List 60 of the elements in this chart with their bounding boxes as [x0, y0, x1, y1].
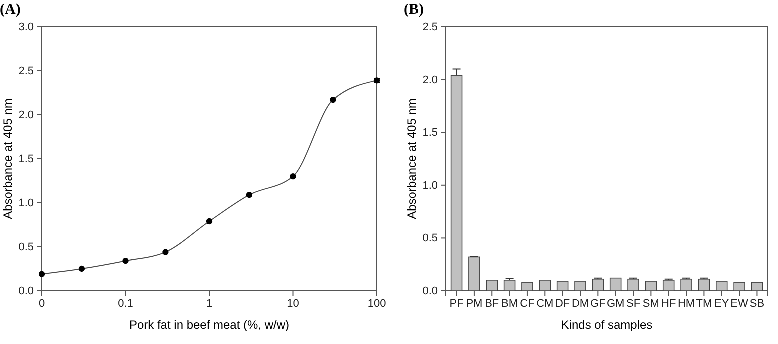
x-tick-label: BF [485, 298, 500, 310]
x-tick-label: PF [450, 298, 464, 310]
bar [734, 282, 746, 292]
y-tick-label: 0.5 [18, 242, 34, 254]
bar [592, 278, 604, 292]
bar [556, 281, 569, 292]
x-tick-label: DF [555, 298, 570, 310]
bar [522, 282, 534, 292]
y-tick-label: 1.5 [422, 127, 438, 140]
y-tick-label: 3.0 [18, 22, 34, 34]
y-tick-label: 2.0 [422, 74, 438, 86]
x-tick-label: SB [750, 298, 765, 310]
x-tick-label: 0 [38, 298, 46, 310]
x-tick-label: SM [642, 298, 660, 310]
chart-title: (B) [404, 2, 424, 18]
x-tick-label: CF [520, 298, 536, 310]
bar [610, 278, 622, 292]
x-tick-label: SF [626, 298, 641, 310]
x-tick-label: GF [590, 298, 606, 310]
y-tick-label: 1.0 [18, 198, 34, 210]
bar [628, 278, 640, 292]
x-axis-title: Pork fat in beef meat (%, w/w) [129, 318, 290, 332]
x-tick-label: 1 [206, 298, 213, 310]
y-tick-label: 0.0 [422, 286, 438, 298]
x-tick-label: DM [572, 298, 590, 310]
y-axis-title: Absorbance at 405 nm [1, 98, 15, 220]
y-tick-label: 2.5 [18, 66, 34, 78]
x-tick-label: EW [730, 298, 750, 310]
y-tick-label: 2.0 [18, 110, 34, 122]
x-tick-label: GM [606, 298, 625, 310]
x-tick-label: PM [466, 298, 483, 310]
bar [680, 278, 692, 292]
x-tick-label: TM [696, 298, 712, 310]
bar [662, 280, 675, 292]
y-tick-label: 2.5 [422, 22, 438, 34]
bar [450, 75, 463, 292]
x-tick-label: 0.1 [118, 298, 134, 310]
y-tick-label: 0.0 [18, 286, 34, 298]
bar [698, 278, 710, 292]
y-tick-label: 0.5 [422, 232, 438, 245]
bar [716, 281, 728, 292]
bar [468, 256, 480, 292]
x-tick-label: 100 [368, 298, 386, 310]
x-tick-label: 10 [287, 298, 300, 310]
bar [504, 280, 516, 292]
bar [486, 280, 498, 292]
x-axis-title: Kinds of samples [561, 318, 653, 332]
x-tick-label: HF [662, 298, 676, 310]
y-tick-label: 1.0 [422, 180, 438, 192]
y-tick-label: 1.5 [18, 154, 34, 166]
bar [574, 281, 586, 292]
bar [751, 282, 764, 292]
x-tick-label: BM [502, 298, 518, 310]
chart-title: (A) [0, 2, 21, 18]
y-axis-title: Absorbance at 405 nm [405, 98, 419, 220]
bar [539, 280, 552, 292]
bar [645, 281, 658, 292]
x-tick-label: EY [714, 298, 730, 310]
x-tick-label: CM [536, 298, 554, 310]
x-tick-label: HM [678, 298, 696, 310]
